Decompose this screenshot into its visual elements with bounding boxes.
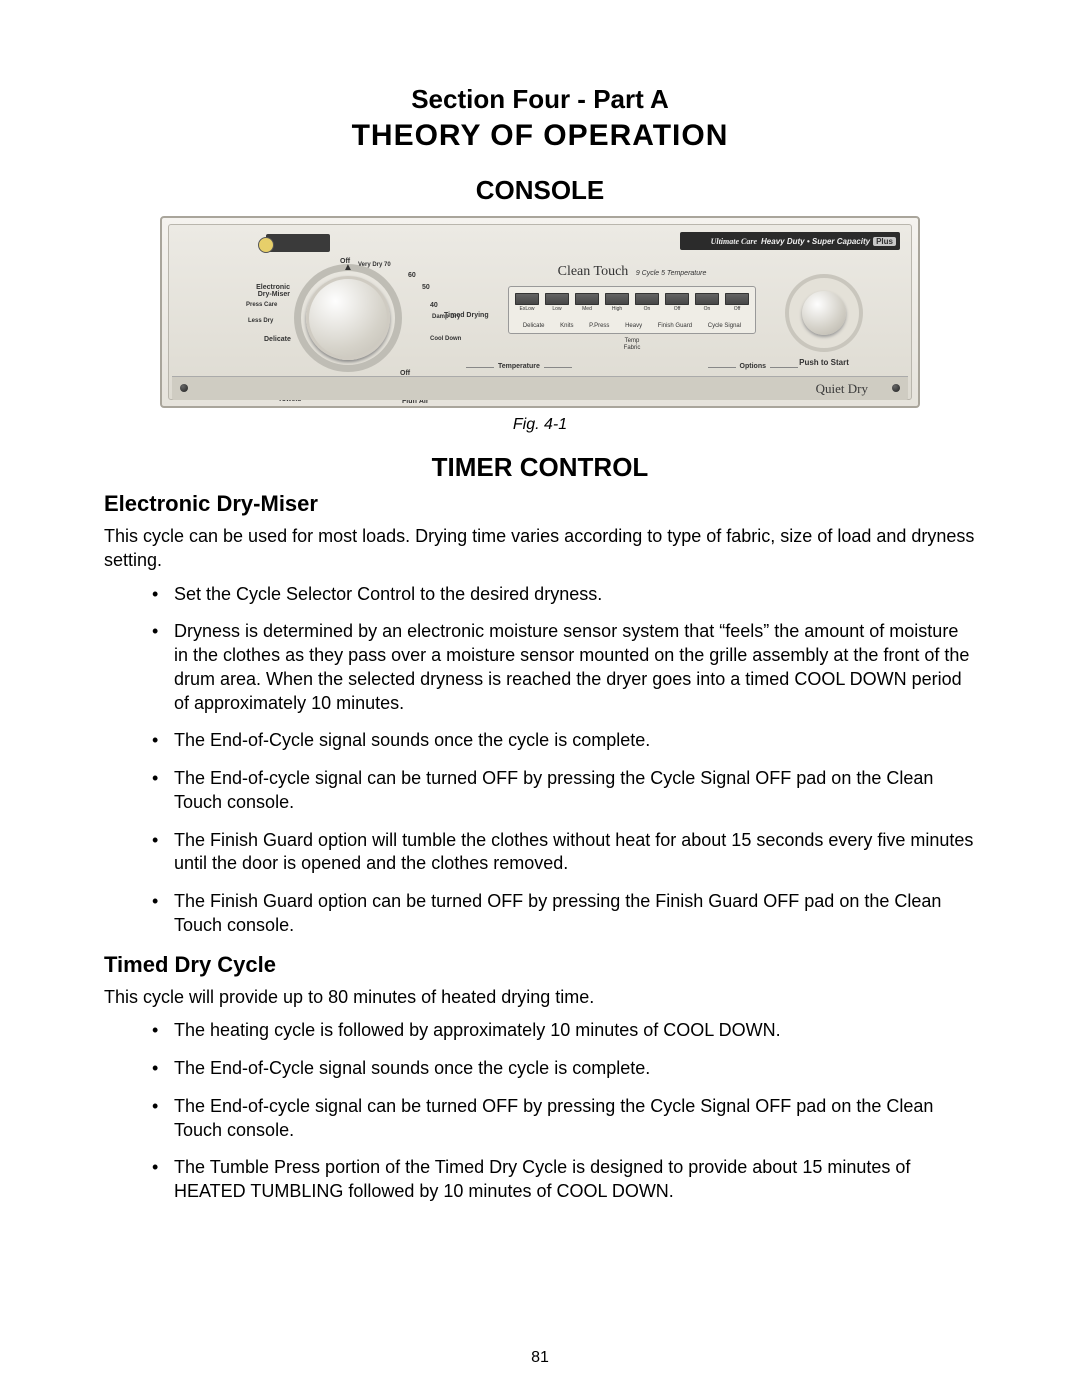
- push-to-start-button[interactable]: [802, 291, 846, 335]
- tdc-bullet-list: The heating cycle is followed by approxi…: [104, 1019, 976, 1204]
- pad-cs-off[interactable]: Off: [725, 293, 749, 305]
- cycle-selector-dial[interactable]: [306, 276, 390, 360]
- list-item: The End-of-Cycle signal sounds once the …: [152, 729, 976, 753]
- pad-exlow[interactable]: ExLow: [515, 293, 539, 305]
- tiny-temp: Temp: [488, 338, 776, 345]
- edm-heading: Electronic Dry-Miser: [104, 491, 976, 517]
- main-title: THEORY OF OPERATION: [104, 119, 976, 153]
- section-title: Section Four - Part A: [104, 84, 976, 115]
- start-area: Push to Start: [764, 274, 884, 367]
- label-cool-down: Cool Down: [430, 336, 461, 342]
- pad-high[interactable]: High: [605, 293, 629, 305]
- pad-fg-off[interactable]: Off: [665, 293, 689, 305]
- pad-fg-on[interactable]: On: [635, 293, 659, 305]
- figure-caption: Fig. 4-1: [160, 416, 920, 434]
- label-press-care: Press Care: [246, 302, 277, 308]
- label-very-dry: Very Dry 70: [358, 262, 391, 268]
- list-item: The End-of-Cycle signal sounds once the …: [152, 1057, 976, 1081]
- label-off-1: Off: [340, 258, 350, 265]
- ultimate-care-strip: Ultimate Care Heavy Duty • Super Capacit…: [680, 232, 900, 250]
- timer-control-heading: TIMER CONTROL: [104, 452, 976, 483]
- label-50: 50: [422, 284, 430, 291]
- pad-cs-on[interactable]: On: [695, 293, 719, 305]
- rivet-right: [892, 384, 900, 392]
- edm-intro: This cycle can be used for most loads. D…: [104, 525, 976, 573]
- pad-top-row: ExLow Low Med High On Off On Off: [515, 293, 749, 305]
- list-item: Dryness is determined by an electronic m…: [152, 620, 976, 715]
- pad-med[interactable]: Med: [575, 293, 599, 305]
- console-heading: CONSOLE: [104, 175, 976, 206]
- console-figure: Ultimate Care Heavy Duty • Super Capacit…: [160, 216, 920, 434]
- label-40: 40: [430, 302, 438, 309]
- label-electronic-dry-miser: Electronic Dry-Miser: [224, 284, 290, 298]
- label-60: 60: [408, 272, 416, 279]
- list-item: The End-of-cycle signal can be turned OF…: [152, 1095, 976, 1143]
- brand-badge: [266, 234, 330, 252]
- list-item: The Tumble Press portion of the Timed Dr…: [152, 1156, 976, 1204]
- clean-touch-panel: Clean Touch 9 Cycle 5 Temperature ExLow …: [488, 264, 776, 384]
- label-less-dry: Less Dry: [248, 318, 273, 324]
- rivet-left: [180, 384, 188, 392]
- list-item: The heating cycle is followed by approxi…: [152, 1019, 976, 1043]
- push-to-start-label: Push to Start: [764, 358, 884, 367]
- pad-low[interactable]: Low: [545, 293, 569, 305]
- tdc-heading: Timed Dry Cycle: [104, 952, 976, 978]
- group-options: Options: [740, 363, 766, 370]
- label-delicate: Delicate: [264, 336, 291, 343]
- list-item: The Finish Guard option can be turned OF…: [152, 890, 976, 938]
- quiet-dry-label: Quiet Dry: [816, 381, 868, 397]
- list-item: The End-of-cycle signal can be turned OF…: [152, 767, 976, 815]
- tiny-fabric: Fabric: [488, 345, 776, 352]
- label-damp-dry: Damp Dry: [432, 314, 460, 320]
- group-temperature: Temperature: [498, 363, 540, 370]
- edm-bullet-list: Set the Cycle Selector Control to the de…: [104, 583, 976, 938]
- clean-touch-label: Clean Touch: [558, 264, 629, 279]
- pad-bottom-labels: Delicate Knits P.Press Heavy Finish Guar…: [515, 323, 749, 329]
- page-number: 81: [0, 1349, 1080, 1367]
- clean-touch-sub: 9 Cycle 5 Temperature: [636, 270, 707, 277]
- tdc-intro: This cycle will provide up to 80 minutes…: [104, 986, 976, 1010]
- list-item: The Finish Guard option will tumble the …: [152, 829, 976, 877]
- list-item: Set the Cycle Selector Control to the de…: [152, 583, 976, 607]
